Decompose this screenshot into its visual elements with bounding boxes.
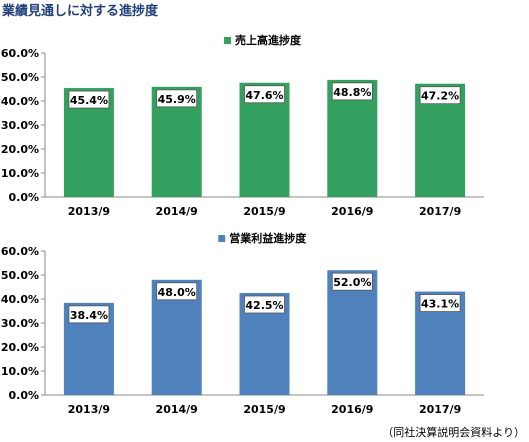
y-tick-label: 40.0% [1, 293, 39, 306]
x-tick-label: 2016/9 [331, 403, 373, 416]
data-label-box [156, 89, 198, 108]
x-tick-label: 2015/9 [243, 403, 285, 416]
legend-swatch [224, 37, 231, 44]
legend-label: 売上高進捗度 [235, 33, 302, 47]
data-label-box [244, 295, 285, 314]
x-tick-label: 2013/9 [68, 403, 110, 416]
y-tick-label: 60.0% [1, 245, 39, 258]
data-label: 52.0% [333, 276, 371, 289]
x-tick-label: 2014/9 [156, 205, 198, 218]
x-tick-label: 2016/9 [331, 205, 373, 218]
data-label-box [331, 82, 373, 101]
y-tick-label: 20.0% [1, 341, 39, 354]
y-tick-label: 40.0% [1, 95, 39, 108]
data-label-box [244, 85, 285, 104]
y-tick-label: 50.0% [1, 269, 39, 282]
bar [327, 270, 378, 395]
legend-swatch [218, 235, 226, 242]
x-tick-label: 2017/9 [419, 403, 461, 416]
x-tick-label: 2015/9 [243, 205, 285, 218]
data-label-box [68, 90, 110, 109]
y-tick-label: 50.0% [1, 71, 39, 84]
y-tick-label: 10.0% [1, 365, 39, 378]
x-tick-label: 2013/9 [68, 205, 110, 218]
data-label: 48.0% [158, 286, 196, 299]
y-tick-label: 20.0% [1, 143, 39, 156]
data-label-box [419, 86, 461, 105]
data-label: 45.4% [70, 94, 108, 107]
data-label: 48.8% [333, 86, 371, 99]
data-label: 42.5% [245, 299, 283, 312]
data-label-box [68, 305, 110, 324]
data-label: 43.1% [421, 298, 459, 311]
y-tick-label: 0.0% [8, 389, 39, 402]
data-label: 47.6% [245, 89, 283, 102]
page-title: 業績見通しに対する進捗度 [2, 4, 159, 19]
data-label-box [156, 282, 198, 301]
data-label: 38.4% [70, 309, 108, 322]
y-tick-label: 30.0% [1, 317, 39, 330]
legend-label: 営業利益進捗度 [229, 231, 307, 245]
data-label: 45.9% [158, 93, 196, 106]
y-tick-label: 10.0% [1, 167, 39, 180]
data-label: 47.2% [421, 90, 459, 103]
x-tick-label: 2017/9 [419, 205, 461, 218]
source-note: （同社決算説明会資料より） [382, 426, 525, 439]
x-tick-label: 2014/9 [156, 403, 198, 416]
data-label-box [331, 272, 373, 291]
y-tick-label: 60.0% [1, 47, 39, 60]
y-tick-label: 0.0% [8, 191, 39, 204]
data-label-box [419, 294, 461, 312]
y-tick-label: 30.0% [1, 119, 39, 132]
